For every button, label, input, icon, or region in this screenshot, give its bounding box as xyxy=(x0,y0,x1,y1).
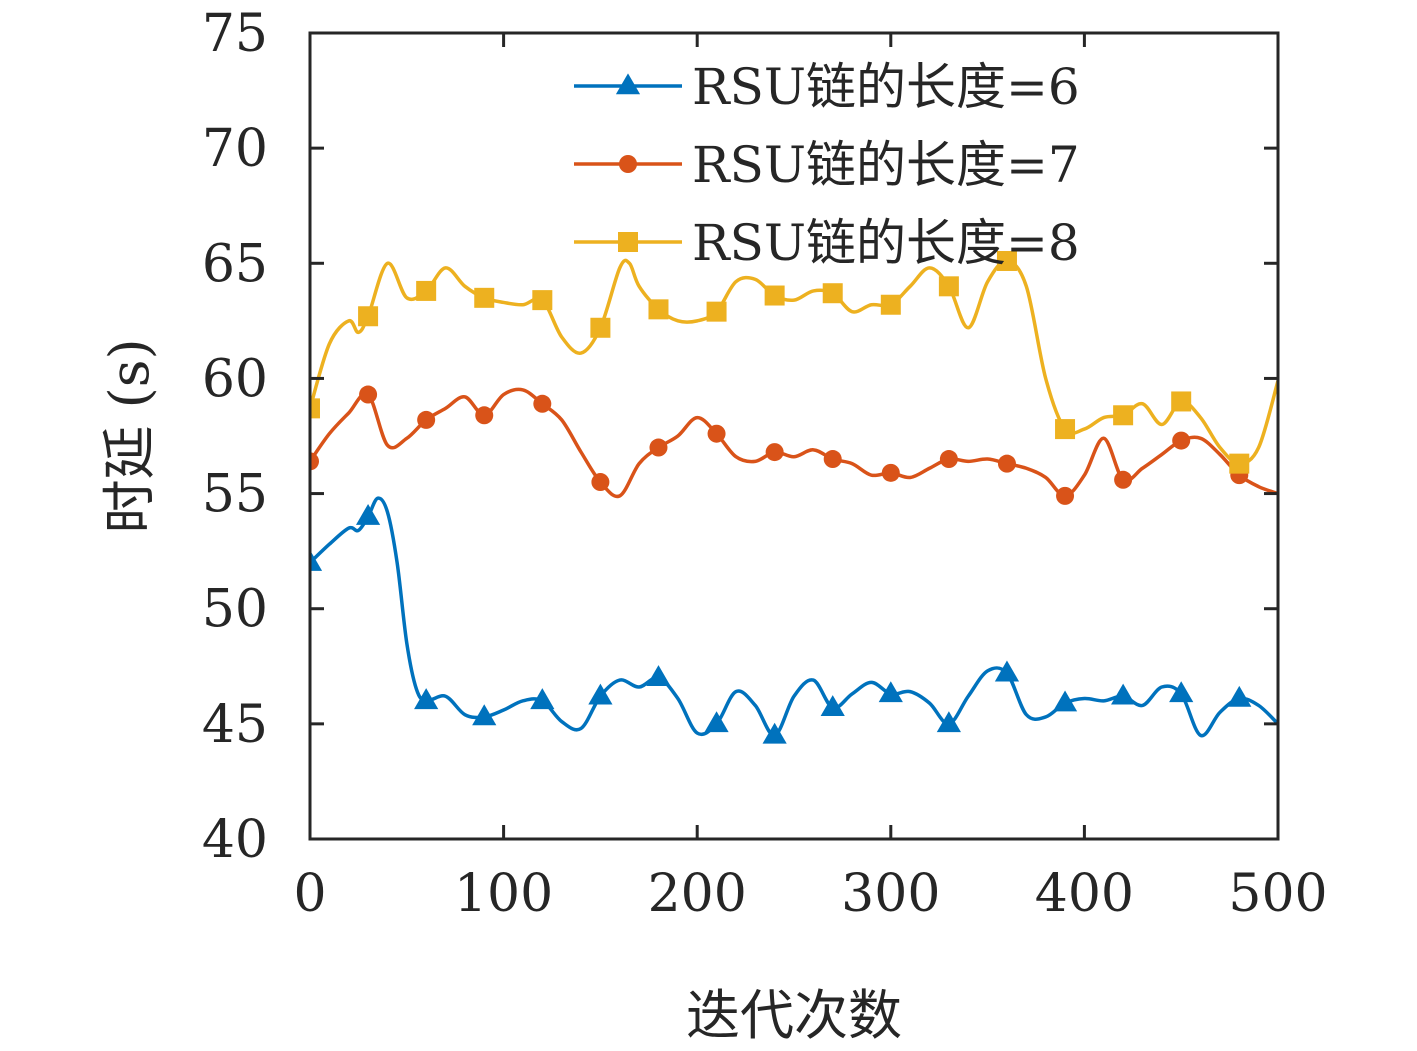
series-2-marker xyxy=(648,299,669,320)
series-2-marker xyxy=(938,276,959,297)
x-tick-label: 0 xyxy=(293,864,326,924)
series-1-marker xyxy=(591,473,610,492)
series-0 xyxy=(310,496,1278,744)
x-tick-label: 400 xyxy=(1035,864,1134,924)
series-2-marker xyxy=(474,287,495,308)
plot-area xyxy=(310,33,1278,839)
y-tick-label: 75 xyxy=(202,4,268,64)
legend-marker-1 xyxy=(619,155,637,173)
legend-marker-2 xyxy=(618,232,638,252)
series-1-marker xyxy=(1056,486,1075,505)
series-0-marker xyxy=(762,722,787,744)
series-1-marker xyxy=(765,443,784,462)
series-0-marker xyxy=(646,665,671,687)
legend-marker-0 xyxy=(615,73,641,95)
series-2-marker xyxy=(1113,405,1134,426)
series-2-marker xyxy=(358,306,379,327)
series-1-marker xyxy=(939,450,958,469)
series-1-marker xyxy=(359,385,378,404)
series-0-marker xyxy=(310,550,323,571)
series-1-marker xyxy=(997,454,1016,473)
series-0-line xyxy=(310,496,1278,738)
x-tick-label: 200 xyxy=(648,864,747,924)
series-2-marker xyxy=(996,250,1017,271)
series-0-marker xyxy=(704,711,729,733)
series-1-marker xyxy=(1172,431,1191,450)
series-1-marker xyxy=(533,394,552,413)
series-1-line xyxy=(310,387,1278,499)
series-2-marker xyxy=(416,280,437,301)
legend-label-1: RSU链的长度=7 xyxy=(692,136,1080,194)
series-2-marker xyxy=(1229,453,1250,474)
series-0-marker xyxy=(355,503,381,525)
series-1 xyxy=(310,385,1278,505)
axes-layer xyxy=(308,31,1280,841)
y-axis-title: 时延 (s) xyxy=(98,338,161,533)
axes-box xyxy=(308,31,1280,841)
series-0-marker xyxy=(588,683,613,705)
series-0-marker xyxy=(1052,690,1078,712)
series-1-marker xyxy=(1114,470,1133,489)
series-2-marker xyxy=(880,294,901,315)
series-1-marker xyxy=(649,438,668,457)
y-tick-label: 40 xyxy=(202,810,268,870)
x-tick-label: 500 xyxy=(1228,864,1327,924)
series-0-marker xyxy=(820,695,845,716)
x-axis-title: 迭代次数 xyxy=(686,984,902,1047)
series-1-marker xyxy=(310,452,319,471)
y-tick-label: 55 xyxy=(202,465,268,525)
y-tick-label: 70 xyxy=(202,119,268,179)
series-2-marker xyxy=(310,398,320,419)
y-tick-label: 45 xyxy=(202,695,268,755)
series-2-marker xyxy=(764,285,785,306)
series-1-marker xyxy=(823,450,842,469)
series-0-marker xyxy=(878,681,903,703)
series-layer xyxy=(310,250,1278,744)
y-tick-label: 60 xyxy=(202,349,268,409)
series-2-marker xyxy=(1171,391,1192,412)
series-0-marker xyxy=(530,688,555,710)
series-0-marker xyxy=(472,704,497,726)
series-1-marker xyxy=(417,410,436,429)
series-1-marker xyxy=(707,424,726,443)
series-0-marker xyxy=(994,660,1020,682)
x-tick-label: 300 xyxy=(841,864,940,924)
series-1-marker xyxy=(881,463,900,482)
series-0-marker xyxy=(414,688,439,710)
series-2-marker xyxy=(822,283,843,304)
y-tick-label: 50 xyxy=(202,580,268,640)
ticks-layer: 0 100 200 300 400 500 40 45 50 55 60 65 70 75 xyxy=(202,4,1328,924)
series-0-marker xyxy=(1111,683,1136,705)
legend: RSU链的长度=6 RSU链的长度=7 RSU链的长度=8 xyxy=(574,58,1080,272)
legend-label-0: RSU链的长度=6 xyxy=(692,58,1080,116)
series-1-marker xyxy=(475,406,494,425)
series-0-marker xyxy=(1169,681,1194,703)
series-2-marker xyxy=(590,317,611,338)
series-2-marker xyxy=(706,301,727,322)
series-2 xyxy=(310,250,1278,474)
series-0-marker xyxy=(936,711,961,733)
x-tick-label: 100 xyxy=(454,864,553,924)
y-tick-label: 65 xyxy=(202,234,268,294)
series-0-marker xyxy=(1227,685,1252,707)
series-2-marker xyxy=(1055,419,1076,440)
series-2-marker xyxy=(532,290,553,311)
legend-label-2: RSU链的长度=8 xyxy=(692,214,1080,272)
